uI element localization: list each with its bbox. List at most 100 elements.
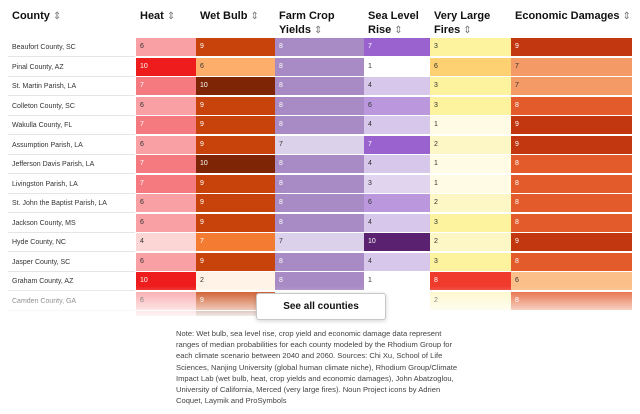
- score-cell-econ: 8: [511, 174, 632, 194]
- sort-icon[interactable]: ⇕: [52, 11, 62, 22]
- score-cell-econ: 9: [511, 116, 632, 135]
- score-cell-fires: 3: [430, 77, 511, 96]
- column-header-label: Farm Crop Yields: [279, 10, 335, 36]
- score-cell-sea: 3: [364, 174, 430, 194]
- score-cell-heat: 7: [136, 77, 196, 96]
- score-cell-wet-bulb: 10: [196, 155, 275, 174]
- table-row: Colleton County, SC 6 9 8 6 3 8: [8, 96, 632, 116]
- score-cell-fires: 3: [430, 38, 511, 57]
- column-header[interactable]: Farm Crop Yields ⇕: [279, 6, 368, 38]
- column-header[interactable]: Very Large Fires ⇕: [434, 6, 515, 38]
- score-cell-wet-bulb: 10: [196, 77, 275, 96]
- score-cell-wet-bulb: 7: [196, 233, 275, 252]
- county-name: Assumption Parish, LA: [8, 136, 135, 155]
- score-cell-econ: 7: [511, 57, 632, 77]
- score-cell-sea: 6: [364, 194, 430, 213]
- score-cell-heat: 6: [136, 135, 196, 155]
- table-row: Jasper County, SC 6 9 8 4 3 8: [8, 252, 632, 272]
- score-cell-crop: 8: [275, 96, 364, 116]
- score-cell-crop: 8: [275, 38, 364, 57]
- column-header-label: Very Large Fires: [434, 10, 491, 36]
- table-row: St. John the Baptist Parish, LA 6 9 8 6 2 8: [8, 194, 632, 213]
- score-cell-heat: 6: [136, 213, 196, 233]
- table-header: County ⇕ Heat ⇕ Wet Bulb ⇕ Farm Crop Yields ⇕ Se…: [8, 6, 632, 38]
- see-all-counties-button[interactable]: See all counties: [256, 293, 386, 320]
- score-cell-fires: 1: [430, 174, 511, 194]
- column-header[interactable]: County ⇕: [12, 6, 139, 38]
- column-header-label: Economic Damages: [515, 10, 620, 22]
- score-cell-wet-bulb: 9: [196, 213, 275, 233]
- score-cell-econ: 8: [511, 96, 632, 116]
- column-header[interactable]: Economic Damages ⇕: [515, 6, 636, 38]
- table-row: Beaufort County, SC 6 9 8 7 3 9: [8, 38, 632, 57]
- score-cell-crop: 8: [275, 252, 364, 272]
- county-name: Pinal County, AZ: [8, 58, 135, 77]
- score-cell-heat: 6: [136, 96, 196, 116]
- score-cell-heat: 6: [136, 38, 196, 57]
- table-row: Jackson County, MS 6 9 8 4 3 8: [8, 213, 632, 233]
- score-cell-fires: 3: [430, 213, 511, 233]
- score-cell-econ: 7: [511, 77, 632, 96]
- score-cell-fires: 1: [430, 116, 511, 135]
- county-name: Wakulla County, FL: [8, 116, 135, 135]
- county-name: Jasper County, SC: [8, 253, 135, 272]
- score-cell-crop: 8: [275, 77, 364, 96]
- score-cell-heat: 10: [136, 57, 196, 77]
- county-name: Colleton County, SC: [8, 97, 135, 116]
- score-cell-sea: 1: [364, 57, 430, 77]
- county-name: Beaufort County, SC: [8, 38, 135, 57]
- score-cell-heat: 7: [136, 116, 196, 135]
- score-cell-wet-bulb: 9: [196, 38, 275, 57]
- score-cell-heat: 6: [136, 194, 196, 213]
- county-name: St. John the Baptist Parish, LA: [8, 194, 135, 213]
- sort-icon[interactable]: ⇕: [314, 25, 323, 36]
- score-cell-crop: 8: [275, 174, 364, 194]
- climate-risk-table: County ⇕ Heat ⇕ Wet Bulb ⇕ Farm Crop Yields ⇕ Se…: [8, 6, 632, 316]
- score-cell-econ: 9: [511, 135, 632, 155]
- county-name: St. Martin Parish, LA: [8, 77, 135, 96]
- score-cell-sea: 4: [364, 213, 430, 233]
- score-cell-heat: 4: [136, 233, 196, 252]
- table-row: Assumption Parish, LA 6 9 7 7 2 9: [8, 135, 632, 155]
- score-cell-wet-bulb: 6: [196, 57, 275, 77]
- score-cell-sea: 4: [364, 116, 430, 135]
- county-name: Jefferson Davis Parish, LA: [8, 155, 135, 174]
- column-header[interactable]: Sea Level Rise ⇕: [368, 6, 434, 38]
- score-cell-wet-bulb: 9: [196, 96, 275, 116]
- score-cell-crop: 8: [275, 213, 364, 233]
- score-cell-crop: 7: [275, 233, 364, 252]
- score-cell-sea: 4: [364, 252, 430, 272]
- column-header-label: County: [12, 10, 50, 22]
- table-row: Livingston Parish, LA 7 9 8 3 1 8: [8, 174, 632, 194]
- score-cell-wet-bulb: 9: [196, 252, 275, 272]
- score-cell-fires: 3: [430, 252, 511, 272]
- score-cell-econ: 8: [511, 252, 632, 272]
- score-cell-crop: 8: [275, 116, 364, 135]
- score-cell-heat: 7: [136, 155, 196, 174]
- score-cell-econ: 8: [511, 155, 632, 174]
- sort-icon[interactable]: ⇕: [394, 25, 403, 36]
- sort-icon[interactable]: ⇕: [166, 11, 176, 22]
- column-header[interactable]: Wet Bulb ⇕: [200, 6, 279, 38]
- source-note: Note: Wet bulb, sea level rise, crop yie…: [176, 329, 458, 406]
- score-cell-fires: 2: [430, 233, 511, 252]
- score-cell-fires: 3: [430, 96, 511, 116]
- score-cell-heat: 6: [136, 252, 196, 272]
- score-cell-sea: 10: [364, 233, 430, 252]
- column-header-label: Sea Level Rise: [368, 10, 419, 36]
- score-cell-wet-bulb: 9: [196, 116, 275, 135]
- score-cell-econ: 8: [511, 213, 632, 233]
- table-row: St. Martin Parish, LA 7 10 8 4 3 7: [8, 77, 632, 96]
- score-cell-sea: 7: [364, 38, 430, 57]
- score-cell-sea: 6: [364, 96, 430, 116]
- score-cell-econ: 9: [511, 38, 632, 57]
- sort-icon[interactable]: ⇕: [250, 11, 259, 22]
- column-header-label: Wet Bulb: [200, 10, 248, 22]
- table-row: Hyde County, NC 4 7 7 10 2 9: [8, 233, 632, 252]
- sort-icon[interactable]: ⇕: [622, 11, 631, 22]
- table-row: Pinal County, AZ 10 6 8 1 6 7: [8, 57, 632, 77]
- column-header-label: Heat: [140, 10, 164, 22]
- sort-icon[interactable]: ⇕: [463, 25, 472, 36]
- column-header[interactable]: Heat ⇕: [140, 6, 200, 38]
- score-cell-crop: 8: [275, 194, 364, 213]
